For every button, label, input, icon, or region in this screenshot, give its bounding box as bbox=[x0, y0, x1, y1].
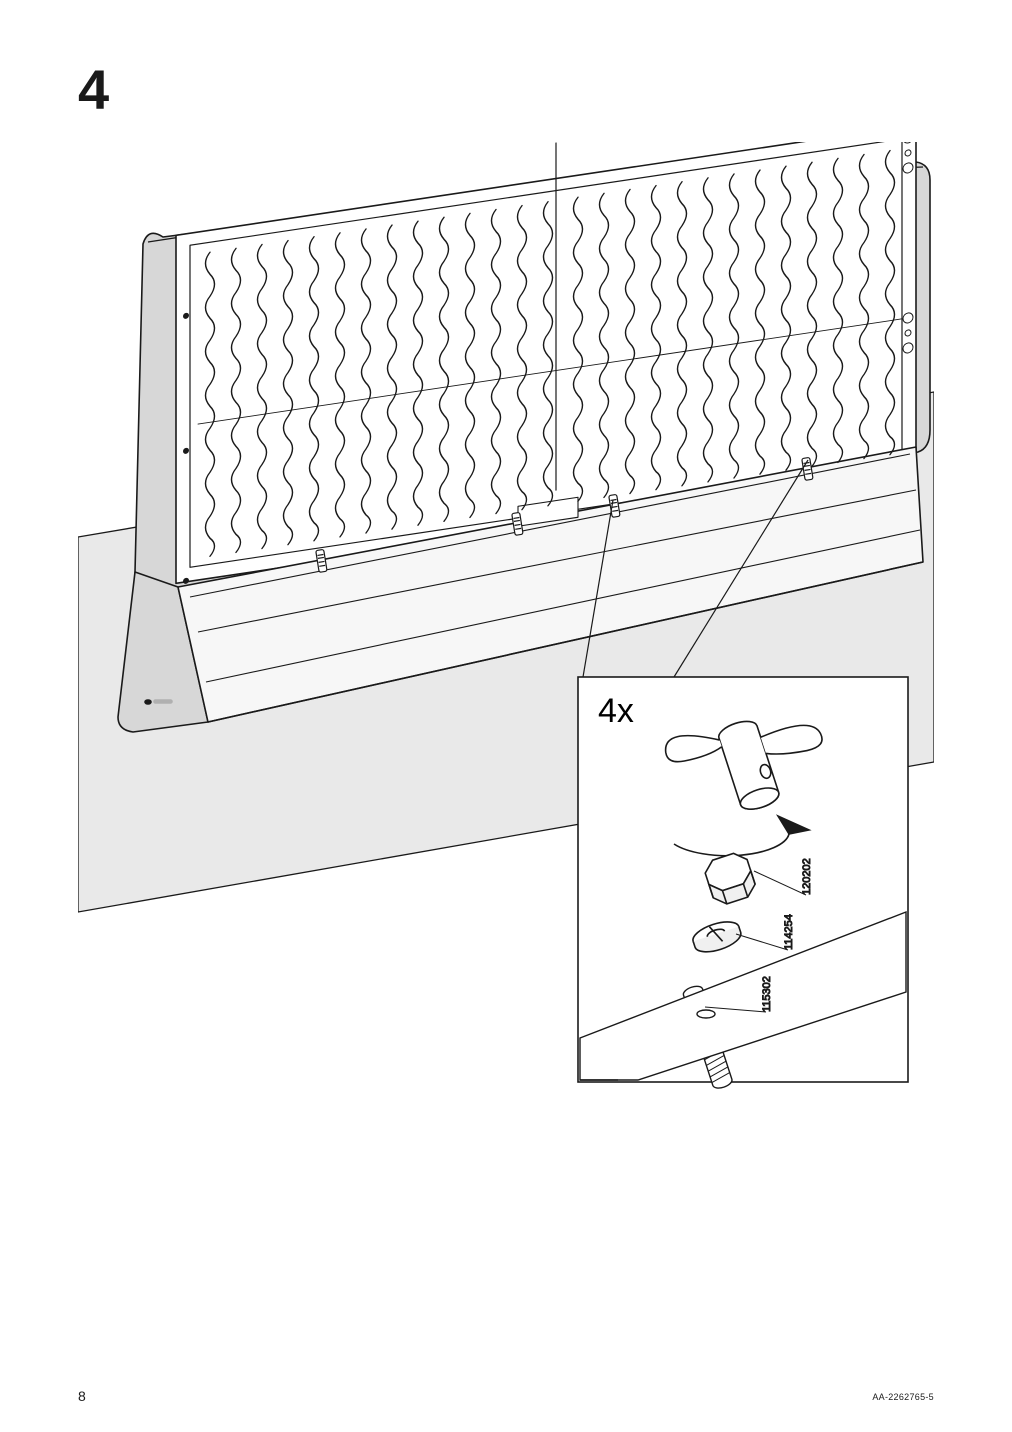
detail-box: 4x bbox=[578, 677, 908, 1090]
part-number: 115302 bbox=[761, 976, 773, 1012]
qty-label: 4x bbox=[598, 692, 634, 730]
page: 4 bbox=[0, 0, 1012, 1432]
assembly-illustration: 4x bbox=[78, 142, 934, 1102]
part-number: 120202 bbox=[801, 858, 813, 895]
doc-id: AA-2262765-5 bbox=[872, 1392, 934, 1402]
step-number: 4 bbox=[78, 62, 109, 118]
page-number: 8 bbox=[78, 1388, 86, 1404]
part-number: 114254 bbox=[783, 914, 795, 950]
